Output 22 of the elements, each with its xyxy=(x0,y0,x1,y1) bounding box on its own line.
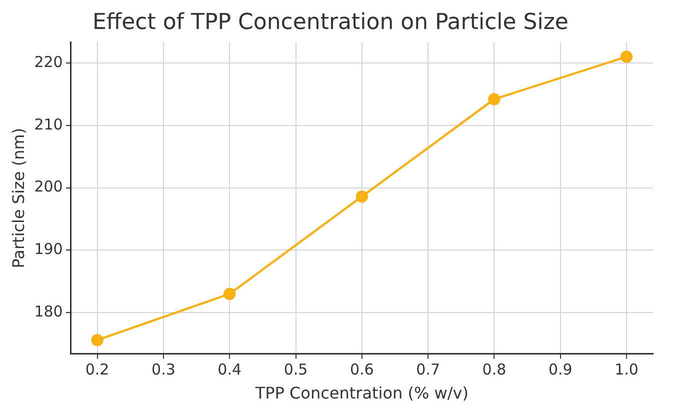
x-tick-label: 0.6 xyxy=(350,360,374,379)
point xyxy=(91,334,104,346)
x-tick-label: 0.9 xyxy=(548,360,572,379)
x-tick-label: 0.8 xyxy=(482,360,506,379)
chart-title: Effect of TPP Concentration on Particle Size xyxy=(92,10,568,35)
point xyxy=(356,190,368,203)
x-tick-label: 0.5 xyxy=(284,360,308,379)
y-tick-label: 200 xyxy=(34,178,63,196)
point xyxy=(488,93,500,106)
y-axis-title: Particle Size (nm) xyxy=(8,128,28,268)
x-tick-label: 0.4 xyxy=(218,360,242,379)
x-tick-label: 0.2 xyxy=(85,360,110,379)
y-tick-label: 210 xyxy=(34,115,63,134)
y-tick-label: 220 xyxy=(34,52,63,71)
x-tick-label: 0.3 xyxy=(152,360,176,379)
point xyxy=(620,50,633,63)
y-tick-label: 190 xyxy=(34,240,63,258)
x-axis-title: TPP Concentration (% w/v) xyxy=(254,384,468,403)
y-tick-label: 180 xyxy=(34,302,63,321)
x-tick-label: 0.7 xyxy=(416,360,440,379)
point xyxy=(224,288,236,300)
x-tick-label: 1.0 xyxy=(614,360,638,379)
